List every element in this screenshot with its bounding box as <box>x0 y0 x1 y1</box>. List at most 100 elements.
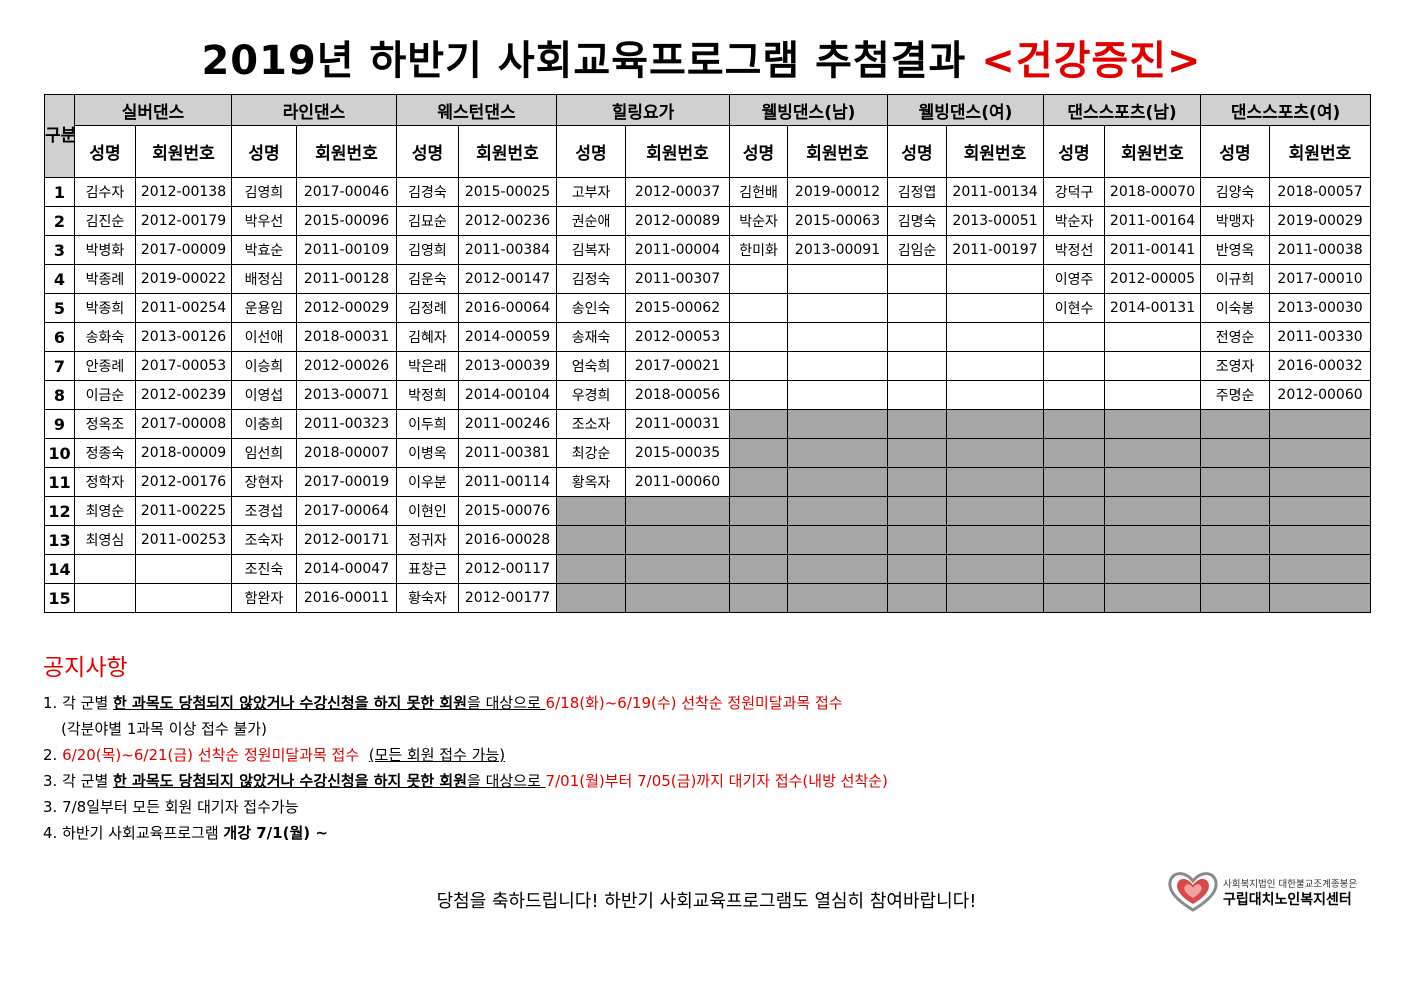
member-number-cell: 2013-00091 <box>787 235 889 265</box>
notice-item-1-prefix: 1. 각 군별 <box>43 694 114 712</box>
member-name-cell: 김양숙 <box>1200 177 1271 207</box>
title-highlight: <건강증진> <box>981 38 1202 84</box>
member-name-cell <box>1043 380 1106 410</box>
program-header: 웰빙댄스(남) <box>729 94 889 126</box>
notice-item-1-target: 한 과목도 당첨되지 않았거나 수강신청을 하지 못한 회원 <box>113 694 467 712</box>
table-row: 10 정종숙 2018-00009 임선희 2018-00007 이병옥 2011-0038… <box>44 438 1372 468</box>
member-name-cell <box>1043 467 1106 497</box>
member-name-cell <box>887 351 948 381</box>
member-name-cell: 운용임 <box>231 293 297 323</box>
member-name-cell: 황숙자 <box>396 583 459 613</box>
row-number: 15 <box>44 583 75 613</box>
logo-name: 구립대치노인복지센터 <box>1223 892 1352 908</box>
member-number-cell <box>1269 438 1372 468</box>
member-number-cell: 2011-00004 <box>625 235 731 265</box>
row-number: 2 <box>44 206 75 236</box>
member-number-cell <box>1269 554 1372 584</box>
member-number-cell <box>946 380 1045 410</box>
member-number-cell: 2011-00254 <box>135 293 232 323</box>
member-number-cell: 2013-00126 <box>135 322 232 352</box>
member-number-cell: 2012-00177 <box>457 583 558 613</box>
member-name-cell <box>729 554 789 584</box>
member-name-cell: 조숙자 <box>231 525 297 555</box>
member-number-cell <box>946 409 1045 439</box>
member-name-cell: 박정선 <box>1043 235 1106 265</box>
member-name-cell <box>887 525 948 555</box>
member-name-cell: 조소자 <box>556 409 627 439</box>
member-number-cell <box>625 496 731 526</box>
notice-heading: 공지사항 <box>43 655 128 681</box>
notice-item-3: 3. 각 군별 한 과목도 당첨되지 않았거나 수강신청을 하지 못한 회원을 … <box>43 768 888 794</box>
member-name-cell <box>1043 351 1106 381</box>
column-header-row: 성명 회원번호 성명 회원번호 성명 회원번호 성명 회원번호 성명 회원번호 성명 회원번호 성명 회원… <box>45 125 1372 178</box>
member-name-cell: 김정엽 <box>887 177 948 207</box>
notice-item-2-note: (모든 회원 접수 가능) <box>368 746 506 764</box>
member-name-cell <box>556 583 627 613</box>
member-name-cell: 이승희 <box>231 351 297 381</box>
member-number-cell: 2012-00239 <box>135 380 232 410</box>
member-number-cell: 2017-00008 <box>135 409 232 439</box>
center-logo: 사회복지법인 대한불교조계종봉은 구립대치노인복지센터 <box>1165 868 1365 912</box>
member-name-cell: 박효순 <box>231 235 297 265</box>
member-name-cell <box>1043 583 1106 613</box>
notice-item-3-prefix: 3. 각 군별 <box>43 772 114 790</box>
member-number-cell: 2017-00010 <box>1269 264 1372 294</box>
member-name-cell: 황옥자 <box>556 467 627 497</box>
row-number: 4 <box>44 264 75 294</box>
member-name-cell <box>1200 583 1271 613</box>
program-header: 댄스스포츠(여) <box>1200 94 1372 126</box>
member-name-cell <box>887 438 948 468</box>
member-no-column-header: 회원번호 <box>296 125 397 178</box>
member-name-cell: 이병옥 <box>396 438 459 468</box>
member-name-cell: 김명숙 <box>887 206 948 236</box>
member-number-cell: 2016-00032 <box>1269 351 1372 381</box>
member-name-cell: 박우선 <box>231 206 297 236</box>
notice-item-2-prefix: 2. <box>43 746 63 764</box>
table-row: 14 조진숙 2014-00047 표창근 2012-00117 <box>44 554 1372 584</box>
member-name-cell: 박정희 <box>396 380 459 410</box>
member-name-cell <box>729 467 789 497</box>
member-number-cell: 2019-00029 <box>1269 206 1372 236</box>
member-name-cell: 김복자 <box>556 235 627 265</box>
member-name-cell: 고부자 <box>556 177 627 207</box>
member-no-column-header: 회원번호 <box>787 125 889 178</box>
member-number-cell: 2011-00031 <box>625 409 731 439</box>
member-number-cell <box>946 583 1045 613</box>
name-column-header: 성명 <box>396 125 459 178</box>
member-name-cell <box>887 409 948 439</box>
member-number-cell <box>787 351 889 381</box>
member-name-cell <box>74 583 136 613</box>
member-name-cell <box>1200 409 1271 439</box>
notice-item-1: 1. 각 군별 한 과목도 당첨되지 않았거나 수강신청을 하지 못한 회원을 … <box>43 690 888 716</box>
table-row: 5 박종희 2011-00254 운용임 2012-00029 김정례 2016-00064… <box>44 293 1372 323</box>
member-number-cell: 2014-00059 <box>457 322 558 352</box>
member-name-cell: 이현수 <box>1043 293 1106 323</box>
member-name-cell: 조진숙 <box>231 554 297 584</box>
member-name-cell: 최영심 <box>74 525 136 555</box>
member-name-cell <box>729 322 789 352</box>
member-name-cell <box>729 438 789 468</box>
member-number-cell <box>1104 554 1202 584</box>
member-number-cell: 2012-00053 <box>625 322 731 352</box>
notice-item-5: 4. 하반기 사회교육프로그램 개강 7/1(월) ~ <box>43 820 888 846</box>
notice-item-3-target: 한 과목도 당첨되지 않았거나 수강신청을 하지 못한 회원 <box>113 772 467 790</box>
gubun-header: 구분 <box>44 94 75 178</box>
member-name-cell: 김운숙 <box>396 264 459 294</box>
member-number-cell: 2019-00022 <box>135 264 232 294</box>
member-number-cell: 2011-00109 <box>296 235 397 265</box>
member-number-cell: 2012-00060 <box>1269 380 1372 410</box>
member-name-cell: 송화숙 <box>74 322 136 352</box>
heart-logo-icon <box>1168 872 1218 912</box>
member-number-cell <box>787 438 889 468</box>
member-number-cell <box>1104 409 1202 439</box>
member-name-cell: 송인숙 <box>556 293 627 323</box>
member-number-cell: 2012-00171 <box>296 525 397 555</box>
member-name-cell <box>887 264 948 294</box>
member-number-cell: 2012-00147 <box>457 264 558 294</box>
member-number-cell: 2016-00064 <box>457 293 558 323</box>
member-name-cell <box>729 264 789 294</box>
member-number-cell: 2017-00009 <box>135 235 232 265</box>
table-row: 9 정옥조 2017-00008 이충희 2011-00323 이두희 2011-00246… <box>44 409 1372 439</box>
member-number-cell: 2012-00026 <box>296 351 397 381</box>
member-name-cell: 박병화 <box>74 235 136 265</box>
